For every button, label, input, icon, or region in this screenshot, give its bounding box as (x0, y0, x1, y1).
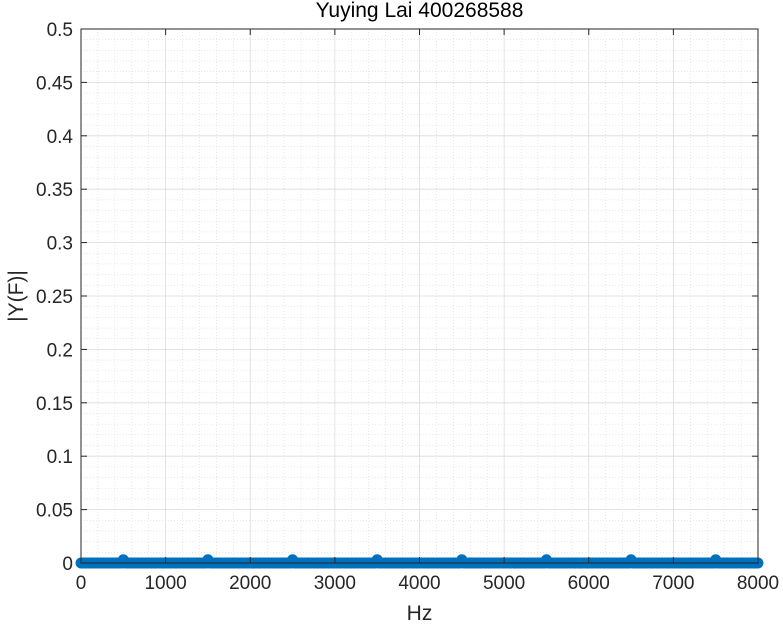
x-tick-label: 8000 (737, 573, 779, 594)
x-axis-label: Hz (407, 602, 433, 625)
y-tick-label: 0.35 (36, 180, 73, 201)
plot-area (75, 28, 764, 569)
y-tick-label: 0.3 (47, 234, 73, 255)
data-layer (75, 554, 764, 569)
chart-title: Yuying Lai 400268588 (316, 0, 524, 22)
y-tick-label: 0.45 (36, 73, 73, 94)
y-tick-label: 0.2 (47, 340, 73, 361)
x-tick-label: 0 (76, 573, 87, 594)
x-tick-label: 4000 (398, 573, 440, 594)
y-tick-label: 0.4 (47, 127, 74, 148)
y-tick-labels: 0 0.05 0.1 0.15 0.2 0.25 0.3 0.35 0.4 0.45 0.5 (36, 20, 73, 575)
x-tick-label: 5000 (483, 573, 525, 594)
y-tick-label: 0.1 (47, 447, 73, 468)
y-tick-label: 0.15 (36, 394, 73, 415)
y-axis-label: |Y(F)| (5, 270, 28, 322)
ticks (80, 28, 759, 564)
x-tick-label: 7000 (652, 573, 694, 594)
y-tick-label: 0.5 (47, 20, 73, 41)
x-tick-label: 2000 (229, 573, 271, 594)
y-tick-label: 0.05 (36, 501, 73, 522)
x-tick-labels: 0 1000 2000 3000 4000 5000 6000 7000 8000 (76, 573, 779, 594)
y-tick-label: 0 (62, 554, 73, 575)
x-tick-label: 1000 (144, 573, 186, 594)
y-tick-label: 0.25 (36, 287, 73, 308)
x-tick-label: 6000 (568, 573, 610, 594)
x-tick-label: 3000 (314, 573, 356, 594)
